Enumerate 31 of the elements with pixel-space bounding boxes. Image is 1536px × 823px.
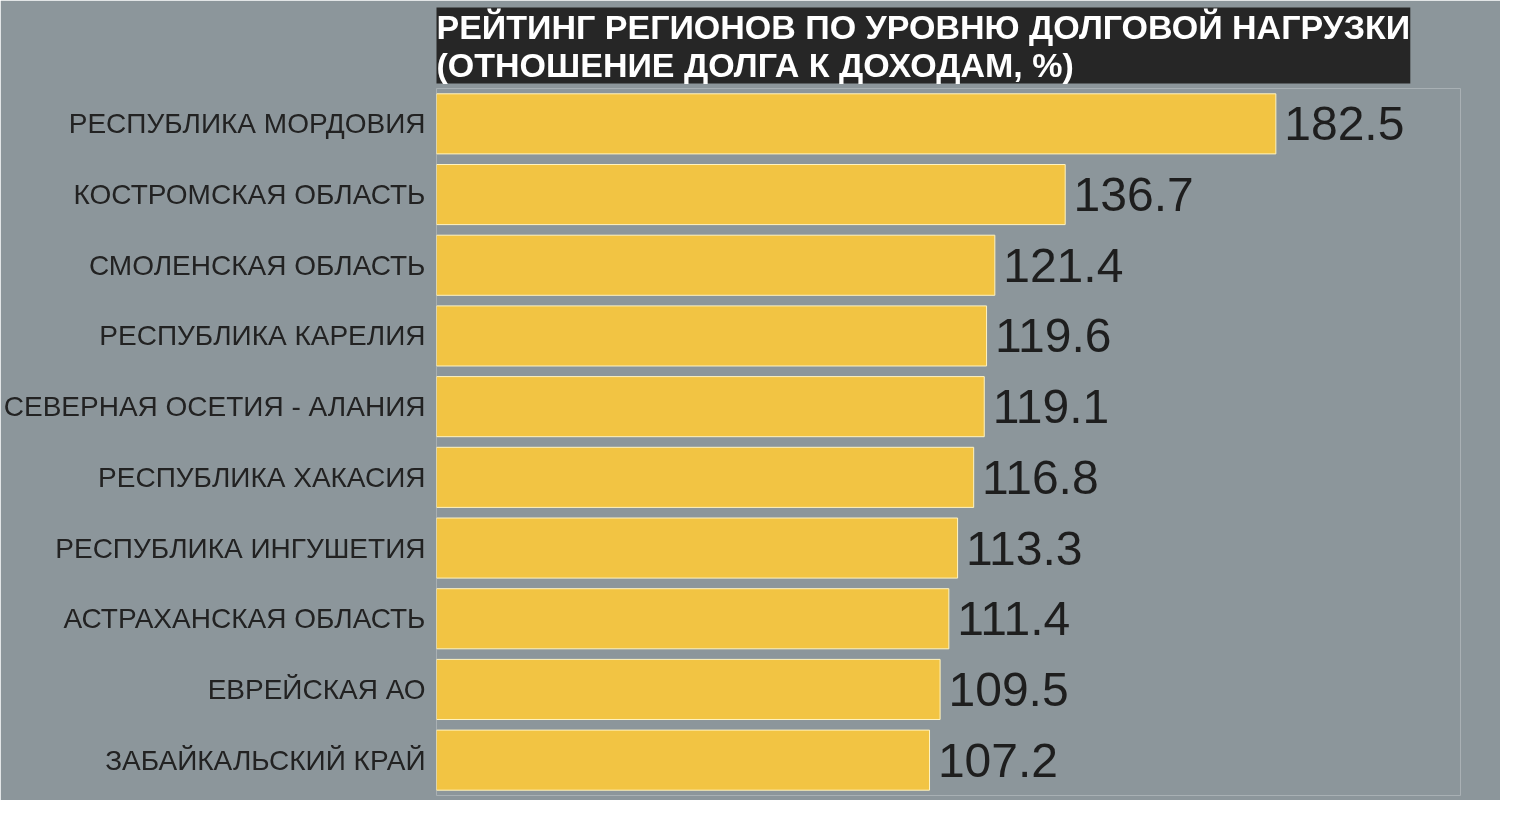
chart-title: РЕЙТИНГ РЕГИОНОВ ПО УРОВНЮ ДОЛГОВОЙ НАГРУЗКИ (ОТНОШЕНИЕ ДОЛГА К ДОХОДАМ, %) — [436, 7, 1411, 84]
data-label: 111.4 — [957, 592, 1071, 646]
data-label: 136.7 — [1073, 168, 1194, 222]
bar — [436, 234, 996, 296]
y-tick-label: РЕСПУБЛИКА МОРДОВИЯ — [68, 108, 426, 140]
bar — [436, 164, 1066, 226]
y-tick-label: РЕСПУБЛИКА ХАКАСИЯ — [98, 461, 426, 493]
y-tick-label: СМОЛЕНСКАЯ ОБЛАСТЬ — [88, 249, 426, 281]
data-label: 182.5 — [1284, 97, 1405, 151]
y-tick-label: КОСТРОМСКАЯ ОБЛАСТЬ — [73, 179, 426, 211]
data-label: 119.6 — [994, 309, 1112, 363]
data-label: 107.2 — [937, 733, 1059, 787]
data-label: 109.5 — [948, 662, 1069, 716]
bar — [436, 376, 985, 438]
data-label: 121.4 — [1003, 238, 1124, 292]
y-tick-label: РЕСПУБЛИКА КАРЕЛИЯ — [99, 320, 426, 352]
y-tick-label: СЕВЕРНАЯ ОСЕТИЯ - АЛАНИЯ — [3, 391, 426, 423]
bar — [436, 588, 950, 650]
data-label: 116.8 — [982, 450, 1099, 504]
bar — [436, 729, 931, 791]
bar — [436, 446, 975, 508]
y-tick-label: РЕСПУБЛИКА ИНГУШЕТИЯ — [55, 532, 426, 564]
y-tick-label: АСТРАХАНСКАЯ ОБЛАСТЬ — [63, 603, 426, 635]
data-label: 119.1 — [992, 380, 1110, 434]
bar — [436, 305, 988, 367]
bar — [436, 93, 1277, 155]
bar — [436, 517, 959, 579]
data-label: 113.3 — [965, 521, 1083, 575]
y-tick-label: ЗАБАЙКАЛЬСКИЙ КРАЙ — [105, 744, 426, 776]
y-tick-label: ЕВРЕЙСКАЯ АО — [207, 673, 426, 705]
bar — [436, 658, 941, 720]
